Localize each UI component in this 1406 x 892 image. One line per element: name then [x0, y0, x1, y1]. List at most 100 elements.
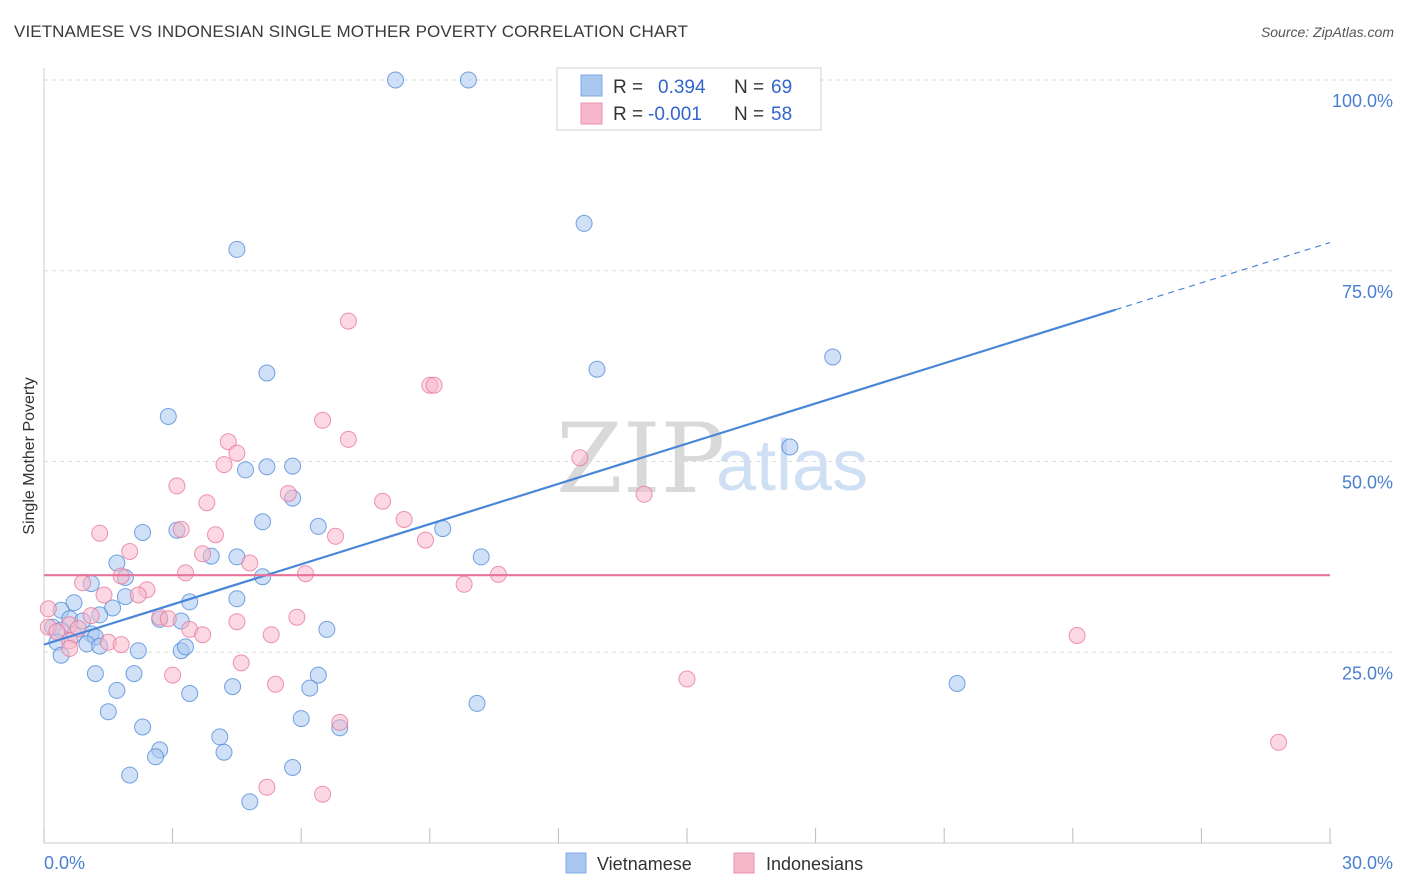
indonesians-point — [288, 608, 306, 626]
indonesians-point — [95, 586, 113, 604]
vietnamese-point — [472, 548, 490, 566]
indonesians-point — [267, 675, 284, 693]
vietnamese-point — [588, 360, 606, 378]
vietnamese-point — [181, 685, 199, 702]
vietnamese-point — [108, 681, 126, 699]
y-tick-label: 100.0% — [1332, 91, 1393, 111]
indonesians-point — [74, 574, 92, 592]
bottom-legend-swatch-indonesians — [733, 852, 755, 874]
vietnamese-point — [459, 71, 477, 89]
vietnamese-point — [224, 678, 242, 696]
indonesians-point — [327, 527, 344, 545]
vietnamese-point — [125, 665, 143, 683]
indonesians-point — [425, 376, 443, 394]
vietnamese-point — [824, 348, 842, 366]
bottom-legend-label-indonesians: Indonesians — [766, 854, 863, 874]
vietnamese-point — [284, 457, 302, 475]
vietnamese-point — [254, 513, 272, 531]
bottom-legend: Vietnamese Indonesians — [565, 852, 863, 874]
vietnamese-point — [301, 679, 319, 697]
indonesians-point — [228, 444, 246, 462]
indonesians-point — [164, 666, 182, 684]
indonesians-point — [374, 492, 392, 510]
indonesians-point — [207, 526, 224, 544]
indonesians-point — [168, 477, 186, 495]
indonesians-point — [314, 785, 332, 803]
vietnamese-point — [318, 620, 336, 638]
legend-r-value-vietnamese: 0.394 — [658, 77, 706, 98]
indonesians-point — [215, 456, 233, 474]
vietnamese-point — [129, 642, 147, 660]
vietnamese-point — [134, 718, 152, 736]
legend-n-value-indonesians: 58 — [771, 104, 792, 125]
legend-n-label-vietnamese: N = — [734, 77, 764, 98]
bottom-legend-label-vietnamese: Vietnamese — [597, 854, 692, 874]
vietnamese-point — [309, 666, 327, 684]
indonesians-point — [339, 312, 357, 330]
vietnamese-point — [258, 364, 276, 382]
indonesians-point — [1068, 627, 1086, 644]
indonesians-point — [172, 520, 190, 538]
vietnamese-point — [237, 461, 254, 479]
vietnamese-point — [292, 710, 310, 728]
x-tick-label-max: 30.0% — [1342, 853, 1393, 873]
vietnamese-point — [468, 694, 486, 712]
indonesians-point — [129, 586, 147, 604]
indonesians-point — [39, 600, 57, 618]
indonesians-point — [228, 613, 246, 631]
indonesians-point — [112, 636, 130, 654]
indonesians-point — [82, 607, 100, 625]
indonesians-point — [262, 626, 280, 644]
y-tick-label: 75.0% — [1342, 282, 1393, 302]
trend-line-vietnamese — [43, 308, 1116, 646]
y-tick-label: 50.0% — [1342, 473, 1393, 493]
legend-swatch-indonesians — [580, 102, 603, 125]
indonesians-point — [194, 545, 212, 563]
vietnamese-point — [948, 675, 966, 692]
y-tick-labels: 25.0% 50.0% 75.0% 100.0% — [1332, 91, 1393, 683]
source-label: Source: ZipAtlas.com — [1260, 24, 1394, 40]
indonesians-point — [198, 494, 216, 512]
vietnamese-point — [65, 594, 83, 612]
vietnamese-point — [147, 748, 164, 766]
series-indonesians-points — [39, 312, 1288, 803]
indonesians-point — [455, 575, 473, 593]
legend: R = 0.394 N = 69 R = -0.001 N = 58 — [556, 67, 822, 131]
indonesians-point — [232, 654, 250, 672]
vietnamese-point — [215, 743, 233, 761]
legend-n-label-indonesians: N = — [734, 104, 764, 125]
indonesians-point — [571, 449, 589, 467]
indonesians-point — [177, 564, 194, 582]
y-tick-label: 25.0% — [1342, 663, 1393, 683]
indonesians-point — [258, 778, 276, 796]
indonesians-point — [297, 565, 314, 583]
bottom-legend-swatch-vietnamese — [565, 852, 587, 874]
vietnamese-point — [258, 458, 276, 476]
indonesians-point — [279, 485, 297, 502]
legend-r-value-indonesians: -0.001 — [648, 104, 702, 125]
indonesians-point — [395, 511, 413, 528]
vietnamese-point — [86, 665, 104, 683]
chart-title: VIETNAMESE VS INDONESIAN SINGLE MOTHER P… — [14, 22, 688, 41]
vietnamese-point — [387, 71, 404, 89]
x-tick-label-min: 0.0% — [44, 853, 85, 873]
legend-r-label-indonesians: R = — [613, 104, 643, 125]
legend-n-value-vietnamese: 69 — [771, 77, 792, 98]
vietnamese-point — [284, 759, 302, 776]
watermark-atlas: atlas — [716, 426, 868, 506]
y-axis-title: Single Mother Poverty — [21, 377, 38, 534]
indonesians-point — [417, 531, 434, 549]
legend-swatch-vietnamese — [580, 74, 603, 97]
vietnamese-point — [134, 524, 152, 541]
indonesians-point — [61, 639, 79, 657]
vietnamese-point — [241, 793, 259, 811]
indonesians-point — [1270, 733, 1288, 751]
vietnamese-point — [121, 766, 139, 784]
trend-lines — [43, 241, 1331, 646]
axes — [43, 68, 1332, 844]
vietnamese-point — [309, 517, 327, 535]
indonesians-point — [331, 713, 349, 731]
vietnamese-point — [228, 240, 246, 258]
vietnamese-point — [228, 590, 246, 608]
vietnamese-point — [781, 438, 799, 456]
